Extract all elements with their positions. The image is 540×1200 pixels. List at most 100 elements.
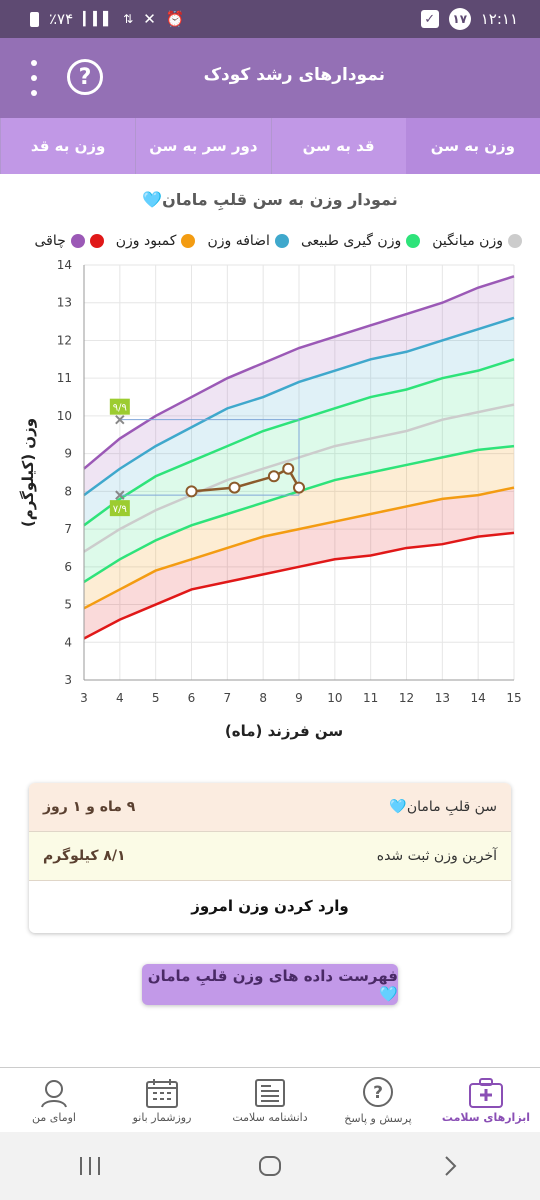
- x-tick-label: 6: [188, 691, 196, 705]
- encyclopedia-icon: [255, 1078, 285, 1107]
- measured-point: [282, 462, 295, 475]
- back-icon[interactable]: [420, 1141, 480, 1191]
- series-line: [83, 531, 515, 640]
- x-axis-title: سن فرزند (ماه): [225, 722, 343, 740]
- legend-dot-normal: [406, 234, 421, 248]
- x-tick-label: 15: [506, 691, 521, 705]
- age-row: ۹ ماه و ۱ روز سن قلبِ مامان🩵: [29, 783, 511, 832]
- user-profile-icon: [41, 1079, 67, 1107]
- age-label: سن قلبِ مامان🩵: [389, 799, 497, 815]
- system-nav-bar: [0, 1132, 540, 1200]
- weight-list-button[interactable]: فهرست داده های وزن قلبِ مامان🩵: [142, 964, 398, 1005]
- x-tick-label: 4: [116, 691, 124, 705]
- series-line: [83, 275, 515, 470]
- alarm-icon: ⏰: [165, 10, 185, 28]
- series-line: [83, 316, 515, 497]
- series-line: [83, 486, 515, 610]
- measured-point: [185, 485, 198, 498]
- tab-height-for-age[interactable]: قد به سن: [270, 118, 406, 174]
- nav-label-profile: اومای من: [32, 1110, 76, 1124]
- clock: ۱۲:۱۱: [480, 10, 518, 28]
- notification-count: ۱۷: [448, 8, 471, 30]
- nav-label-health-tools: ابزارهای سلامت: [441, 1110, 531, 1124]
- nav-health-tools[interactable]: ابزارهای سلامت: [441, 1068, 531, 1132]
- legend-label-average: وزن میانگین: [432, 233, 503, 249]
- x-tick-label: 14: [471, 691, 486, 705]
- y-tick-label: 8: [64, 484, 72, 498]
- y-tick-label: 9: [64, 447, 72, 461]
- measured-point: [267, 470, 280, 483]
- legend-item-underweight: کمبود وزن: [116, 233, 196, 249]
- data-icon: ⇅: [123, 12, 134, 26]
- legend-label-overweight: اضافه وزن: [207, 233, 270, 249]
- enter-weight-button[interactable]: وارد کردن وزن امروز: [191, 896, 349, 915]
- x-tick-label: 7: [224, 691, 232, 705]
- nav-label-qa: پرسش و پاسخ: [344, 1111, 412, 1125]
- marker-label: ۷/۹: [113, 504, 127, 515]
- y-tick-label: 4: [64, 635, 72, 649]
- app-bar: ? نمودارهای رشد کودک: [0, 38, 540, 118]
- tab-weight-for-height[interactable]: وزن به قد: [0, 118, 136, 174]
- calendar-icon: [146, 1078, 178, 1108]
- marker-x: [115, 490, 125, 500]
- weight-label: آخرین وزن ثبت شده: [376, 848, 497, 864]
- y-tick-label: 6: [64, 560, 72, 574]
- chart-tabs: وزن به سن قد به سن دور سر به سن وزن به ق…: [0, 118, 540, 174]
- legend-label-normal: وزن گیری طبیعی: [300, 233, 402, 249]
- marker-label-box: [109, 398, 130, 415]
- x-tick-label: 5: [152, 691, 160, 705]
- chart-band: [84, 404, 514, 582]
- help-icon[interactable]: ?: [67, 59, 103, 95]
- y-tick-label: 14: [57, 258, 72, 272]
- svg-text:?: ?: [373, 1083, 383, 1103]
- more-menu-icon[interactable]: [24, 60, 44, 96]
- x-tick-label: 13: [435, 691, 450, 705]
- chart-band: [84, 317, 514, 526]
- nav-encyclopedia[interactable]: دانشنامه سلامت: [225, 1068, 315, 1132]
- chart-legend: چاقی کمبود وزن اضافه وزن وزن گیری طبیعی …: [34, 233, 522, 249]
- chart-title: نمودار وزن به سن قلبِ مامان🩵: [142, 190, 398, 209]
- legend-label-underweight: کمبود وزن: [115, 233, 177, 249]
- x-tick-label: 3: [80, 691, 88, 705]
- legend-dot-obesity: [70, 234, 85, 248]
- y-tick-label: 10: [57, 409, 72, 423]
- recent-apps-icon[interactable]: [60, 1141, 120, 1191]
- status-bar: ٪۷۴ ▎▍▌ ⇅ ✕ ⏰ ✓ ۱۷ ۱۲:۱۱: [0, 0, 540, 38]
- x-tick-label: 11: [363, 691, 378, 705]
- legend-item-normal: وزن گیری طبیعی: [300, 233, 421, 249]
- legend-item-average: وزن میانگین: [432, 233, 522, 249]
- weight-value: ۸/۱ کیلوگرم: [43, 848, 126, 864]
- x-tick-label: 12: [399, 691, 414, 705]
- nav-qa[interactable]: ? پرسش و پاسخ: [333, 1068, 423, 1132]
- legend-dot-underweight: [181, 234, 196, 248]
- chart-band: [84, 276, 514, 496]
- weight-chart[interactable]: ۹/۹ ۷/۹ 3 4 5 6 7 8 9 10 11 12 13 14 15 3 4 5 6 7 8 9 10 11 12 13…: [0, 255, 540, 745]
- nav-calendar[interactable]: روزشمار بانو: [117, 1068, 207, 1132]
- y-tick-label: 13: [57, 296, 72, 310]
- marker-label: ۹/۹: [113, 403, 127, 414]
- x-tick-label: 10: [327, 691, 342, 705]
- tab-weight-for-age[interactable]: وزن به سن: [405, 118, 540, 174]
- measured-point: [293, 481, 305, 494]
- health-kit-icon: [469, 1077, 503, 1108]
- legend-dot-average: [508, 234, 522, 248]
- legend-dot-overweight: [274, 234, 289, 248]
- page-title: نمودارهای رشد کودک: [203, 65, 385, 85]
- age-value: ۹ ماه و ۱ روز: [43, 799, 136, 815]
- marker-x: [115, 414, 125, 425]
- y-tick-label: 5: [64, 598, 72, 612]
- y-tick-label: 3: [64, 673, 72, 687]
- home-icon[interactable]: [240, 1141, 300, 1191]
- x-tick-label: 9: [295, 691, 303, 705]
- chart-band: [84, 487, 514, 639]
- nav-label-encyclopedia: دانشنامه سلامت: [232, 1110, 308, 1124]
- battery-icon: [30, 11, 39, 27]
- tab-head-for-age[interactable]: دور سر به سن: [135, 118, 271, 174]
- marker-label-box: [109, 500, 130, 517]
- signal-icon: ▎▍▌: [83, 11, 114, 27]
- nav-profile[interactable]: اومای من: [9, 1068, 99, 1132]
- legend-dot-red: [89, 234, 104, 248]
- measured-point: [228, 481, 241, 494]
- legend-label-obesity: چاقی: [34, 233, 66, 249]
- y-tick-label: 12: [57, 333, 72, 347]
